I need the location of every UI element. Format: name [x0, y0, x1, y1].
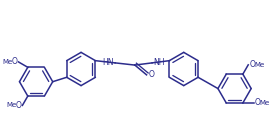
Text: HN: HN [103, 58, 114, 67]
Text: O: O [249, 60, 255, 69]
Text: Me: Me [2, 59, 12, 65]
Text: O: O [148, 70, 154, 79]
Text: Me: Me [254, 62, 264, 68]
Text: Me: Me [260, 100, 270, 106]
Text: NH: NH [153, 58, 165, 67]
Text: O: O [12, 57, 17, 66]
Text: O: O [255, 99, 260, 107]
Text: Me: Me [6, 102, 17, 108]
Text: O: O [16, 101, 21, 110]
